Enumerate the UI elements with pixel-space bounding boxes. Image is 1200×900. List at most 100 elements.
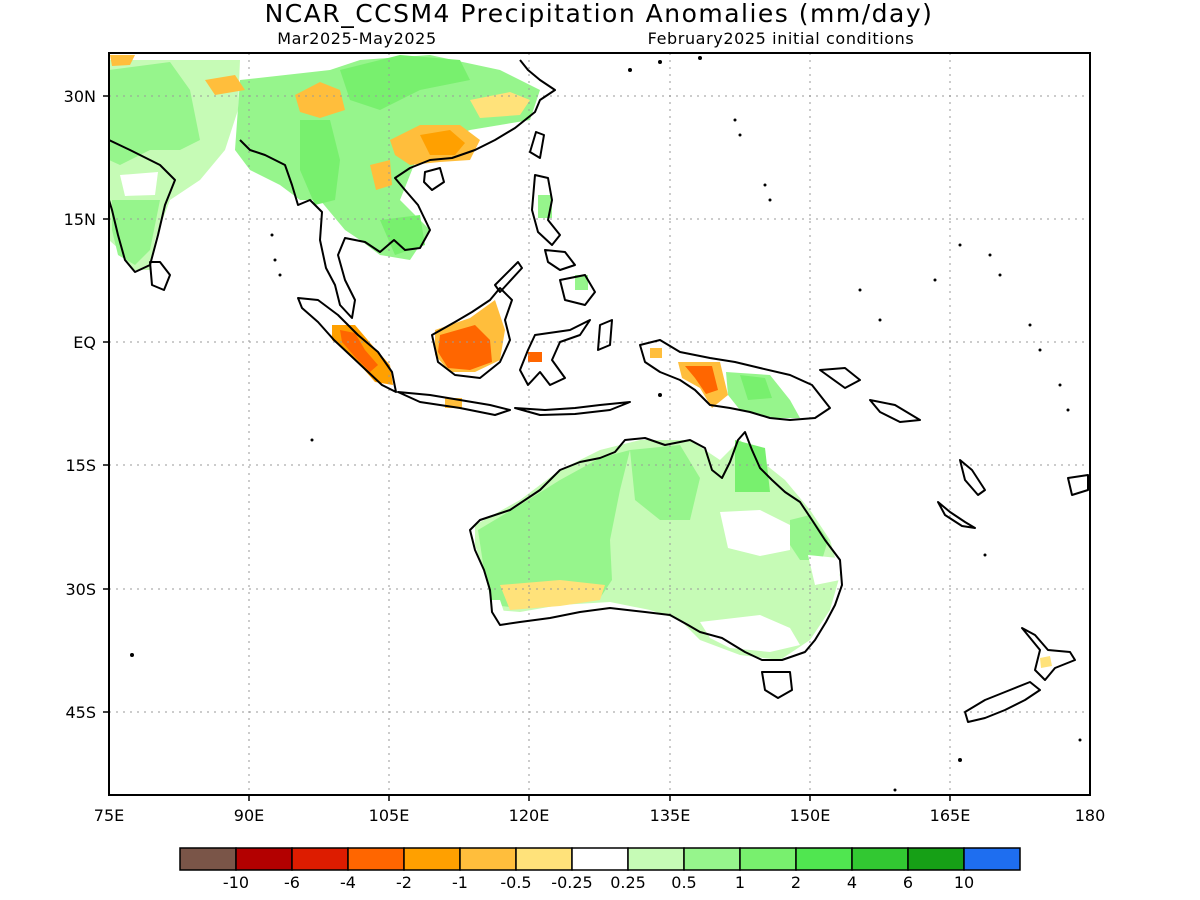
coast-taiwan: [529, 131, 545, 159]
colorbar-boxes: [179, 847, 1021, 871]
colorbar-label: -1: [452, 873, 468, 892]
coast-nz-north: [1021, 627, 1076, 681]
initial-conditions: February2025 initial conditions: [648, 29, 915, 48]
coast-sulawesi: [519, 319, 591, 386]
colorbar-swatch: [683, 847, 741, 871]
colorbar-label: -2: [396, 873, 412, 892]
coast-sri-lanka: [149, 261, 171, 291]
anomaly-tibet-small: [205, 75, 245, 95]
forecast-period: Mar2025-May2025: [277, 29, 436, 48]
colorbar-label: 1: [735, 873, 745, 892]
coast-palawan: [494, 261, 523, 293]
colorbar-label: 0.25: [610, 873, 646, 892]
colorbar-swatch: [627, 847, 685, 871]
colorbar-label: -4: [340, 873, 356, 892]
x-tick-label: 105E: [369, 806, 410, 825]
colorbar-label: 6: [903, 873, 913, 892]
anomaly-nw-small: [110, 55, 135, 66]
islands: [130, 56, 1082, 792]
coast-java: [397, 391, 511, 416]
colorbar-swatch: [459, 847, 517, 871]
colorbar-label: 4: [847, 873, 857, 892]
colorbar-label: 2: [791, 873, 801, 892]
anomaly-qld-white: [720, 510, 790, 556]
anomaly-vietnam: [380, 215, 425, 255]
colorbar-swatch: [179, 847, 237, 871]
coast-halmahera: [597, 319, 613, 351]
anomaly-west-australia: [478, 450, 630, 608]
x-ticks: [248, 795, 951, 801]
y-tick-label: 15N: [64, 210, 96, 229]
coast-new-caledonia: [959, 459, 986, 496]
coast-solomons: [869, 399, 921, 423]
coast-new-guinea: [639, 339, 831, 421]
coast-sumatra: [297, 297, 397, 393]
anomaly-india-white: [120, 172, 158, 196]
coast-visayas: [544, 249, 576, 271]
map-title: NCAR_CCSM4 Precipitation Anomalies (mm/d…: [265, 0, 934, 28]
colorbar-label: 10: [954, 873, 974, 892]
anomaly-india-patch: [112, 200, 160, 265]
coast-mindanao: [559, 274, 596, 306]
anomaly-sumatra-core: [340, 330, 378, 372]
colorbar-swatch: [403, 847, 461, 871]
y-tick-label: EQ: [73, 333, 96, 352]
x-tick-label: 165E: [930, 806, 971, 825]
y-tick-label: 30N: [64, 87, 96, 106]
anomaly-yangtze-dry: [470, 92, 530, 118]
x-tick-label: 180: [1075, 806, 1106, 825]
anomaly-newguinea-core: [685, 366, 718, 394]
x-tick-label: 150E: [790, 806, 831, 825]
colorbar-swatch: [963, 847, 1021, 871]
colorbar-label: -6: [284, 873, 300, 892]
anomaly-tibet-dry: [295, 82, 345, 118]
anomaly-laos-dry: [370, 160, 392, 190]
y-ticks: [103, 95, 109, 713]
anomaly-nz: [1040, 656, 1052, 668]
map-panel: [108, 52, 1091, 796]
anomaly-myanmar-strong: [300, 120, 340, 205]
y-tick-label: 15S: [65, 456, 96, 475]
coast-hainan: [423, 167, 445, 191]
coast-nz-south: [964, 681, 1041, 723]
colorbar-label: -0.5: [500, 873, 531, 892]
colorbar-labels: -10 -6 -4 -2 -1 -0.5 -0.25 0.25 0.5 1 2 4 6 10: [223, 873, 974, 892]
coast-fiji: [1067, 474, 1089, 496]
y-tick-label: 45S: [65, 703, 96, 722]
colorbar-legend: -10 -6 -4 -2 -1 -0.5 -0.25 0.25 0.5 1 2 4 6 10: [179, 847, 1021, 892]
x-tick-label: 135E: [650, 806, 691, 825]
coast-sunda: [514, 401, 631, 416]
coast-tasmania: [761, 671, 793, 699]
colorbar-label: 0.5: [671, 873, 696, 892]
anomaly-shading: [109, 55, 1052, 668]
y-tick-label: 30S: [65, 580, 96, 599]
anomaly-birdshead: [650, 348, 662, 358]
colorbar-swatch: [235, 847, 293, 871]
coast-borneo: [431, 287, 513, 379]
coast-asia: [109, 59, 556, 319]
coast-australia: [469, 431, 843, 661]
anomaly-qld-green: [790, 515, 828, 560]
colorbar-swatch: [851, 847, 909, 871]
y-axis: 30N 15N EQ 15S 30S 45S: [64, 87, 96, 722]
anomaly-wa-dry: [500, 580, 605, 610]
anomaly-australia-north: [630, 445, 700, 520]
x-tick-label: 75E: [94, 806, 124, 825]
coast-vanuatu: [937, 501, 976, 529]
colorbar-label: -10: [223, 873, 249, 892]
map-frame: [108, 52, 1091, 796]
x-axis: 75E 90E 105E 120E 135E 150E 165E 180: [94, 806, 1106, 825]
colorbar-swatch: [515, 847, 573, 871]
colorbar-swatch: [291, 847, 349, 871]
colorbar-label: -0.25: [551, 873, 592, 892]
colorbar-swatch: [347, 847, 405, 871]
anomaly-borneo-core: [438, 325, 492, 370]
anomaly-sulawesi-dry: [528, 352, 542, 362]
coastlines: [109, 59, 1089, 723]
anomaly-southchina-core: [420, 130, 465, 155]
anomaly-mindanao: [575, 275, 588, 290]
colorbar-swatch: [739, 847, 797, 871]
colorbar-swatch: [907, 847, 965, 871]
anomaly-india-strong: [109, 62, 200, 165]
